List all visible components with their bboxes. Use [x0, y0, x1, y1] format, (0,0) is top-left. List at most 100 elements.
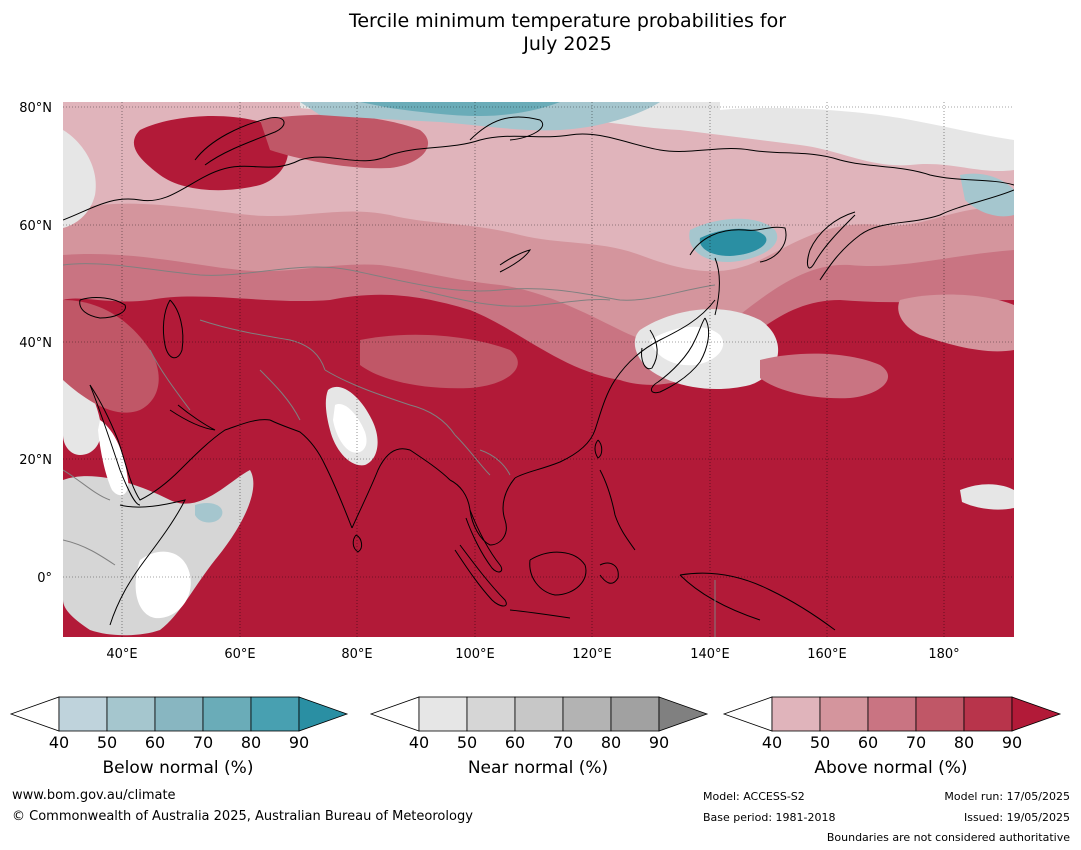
model-run-text: Model run: 17/05/2025 [944, 790, 1070, 803]
coast-srilanka [352, 534, 363, 553]
website-link[interactable]: www.bom.gov.au/climate [12, 788, 176, 803]
colorbar-below-tick-label: 80 [241, 733, 261, 752]
colorbar-below-title: Below normal (%) [102, 758, 254, 778]
colorbar-near-low-extension [369, 696, 420, 732]
colorbar-above-tick-label: 90 [1002, 733, 1022, 752]
coast-korea [641, 329, 658, 370]
tibet-patch [360, 334, 518, 389]
colorbar-below-high-extension [298, 696, 349, 732]
copyright-text: © Commonwealth of Australia 2025, Austra… [12, 809, 473, 824]
colorbar-near-tick-label: 50 [457, 733, 477, 752]
coast-arctic [63, 133, 1014, 221]
coast-black-sea [79, 297, 126, 319]
coast-new-guinea [679, 572, 836, 631]
coast-taymyr [469, 116, 543, 141]
lat-label-20: 20°N [19, 453, 52, 468]
japan-white [650, 326, 724, 366]
colorbar-below-segment-5 [250, 696, 300, 732]
coast-philippines [599, 469, 636, 551]
latitude-labels: 80°N 60°N 40°N 20°N 0° [19, 101, 52, 586]
coast-borneo [529, 551, 587, 596]
okhotsk-below-dark [699, 228, 767, 256]
arabia-red [63, 300, 159, 413]
colorbar-near-normal: 40 50 60 70 80 90 [369, 696, 709, 752]
lon-label-100: 100°E [455, 647, 495, 662]
colorbar-near-tick-label: 90 [649, 733, 669, 752]
colorbar-near-title: Near normal (%) [467, 758, 609, 778]
coast-baikal [499, 249, 532, 273]
coast-china [514, 299, 716, 479]
colorbar-below-tick-label: 90 [289, 733, 309, 752]
border-se-asia [454, 434, 511, 476]
colorbar-near-segment-4 [562, 696, 612, 732]
colorbar-near-segment-2 [466, 696, 516, 732]
lon-label-40: 40°E [106, 647, 137, 662]
coast-sakhalin [714, 257, 720, 316]
map-panel [63, 102, 1014, 637]
colorbar-above-tick-label: 40 [762, 733, 782, 752]
colorbar-above-segment-3 [867, 696, 917, 732]
longitude-labels: 40°E 60°E 80°E 100°E 120°E 140°E 160°E 1… [106, 647, 959, 662]
lon-label-180: 180° [928, 647, 959, 662]
coastlines [63, 116, 1014, 631]
lon-label-80: 80°E [341, 647, 372, 662]
coast-red-sea [89, 384, 141, 506]
lon-label-160: 160°E [807, 647, 847, 662]
colorbar-near-tick-label: 70 [553, 733, 573, 752]
coast-indochina [449, 477, 516, 546]
chart-title: Tercile minimum temperature probabilitie… [0, 10, 1081, 56]
colorbar-near-segment-1 [418, 696, 468, 732]
colorbar-above-normal: 40 50 60 70 80 90 [722, 696, 1062, 752]
colorbar-near-tick-label: 40 [409, 733, 429, 752]
coast-bay-bengal [351, 448, 451, 529]
india-white [333, 404, 367, 453]
colorbar-below-segment-1 [58, 696, 108, 732]
pacific-white-patch [960, 484, 1014, 510]
coast-arabia [89, 384, 271, 501]
colorbar-above-tick-label: 50 [810, 733, 830, 752]
west-edge-near [63, 130, 96, 228]
pacific-patch-2 [898, 294, 1014, 352]
red-sea-white [98, 420, 129, 496]
colorbar-above-tick-label: 60 [858, 733, 878, 752]
issued-text: Issued: 19/05/2025 [963, 811, 1070, 824]
lon-label-60: 60°E [224, 647, 255, 662]
coast-malay [465, 509, 503, 573]
colorbar-near-segment-5 [610, 696, 660, 732]
model-text: Model: ACCESS-S2 [703, 790, 805, 803]
colorbar-above-segment-4 [915, 696, 965, 732]
coast-horn [109, 499, 186, 626]
country-borders [63, 263, 716, 637]
lat-label-80: 80°N [19, 101, 52, 116]
border-africa [63, 469, 116, 566]
arctic-below-mid [360, 102, 560, 116]
colorbar-below-tick-label: 50 [97, 733, 117, 752]
colorbar-near-tick-label: 60 [505, 733, 525, 752]
colorbar-below-low-extension [9, 696, 60, 732]
coast-japan [651, 317, 710, 394]
lat-label-40: 40°N [19, 336, 52, 351]
africa-below [195, 503, 223, 523]
coast-caspian [162, 299, 184, 359]
coast-sulawesi [599, 562, 619, 584]
colorbar-below-segment-4 [202, 696, 252, 732]
colorbar-below-tick-label: 60 [145, 733, 165, 752]
lat-label-0: 0° [37, 571, 52, 586]
colorbar-below-tick-label: 40 [49, 733, 69, 752]
coast-java [509, 609, 571, 619]
border-pakistan [259, 369, 301, 421]
colorbar-near-tick-label: 80 [601, 733, 621, 752]
coast-india-west [269, 419, 353, 529]
base-period-text: Base period: 1981-2018 [703, 811, 836, 824]
colorbar-below-normal: 40 50 60 70 80 90 [9, 696, 349, 752]
colorbar-above-title: Above normal (%) [814, 758, 968, 778]
coast-okhotsk [689, 226, 787, 263]
colorbar-above-low-extension [722, 696, 773, 732]
coast-novaya [194, 116, 285, 166]
disclaimer-text: Boundaries are not considered authoritat… [826, 831, 1070, 844]
colorbar-above-high-extension [1011, 696, 1062, 732]
border-central-asia [199, 319, 326, 371]
arctic-near-normal [300, 102, 1014, 172]
coast-kamchatka [807, 211, 856, 269]
